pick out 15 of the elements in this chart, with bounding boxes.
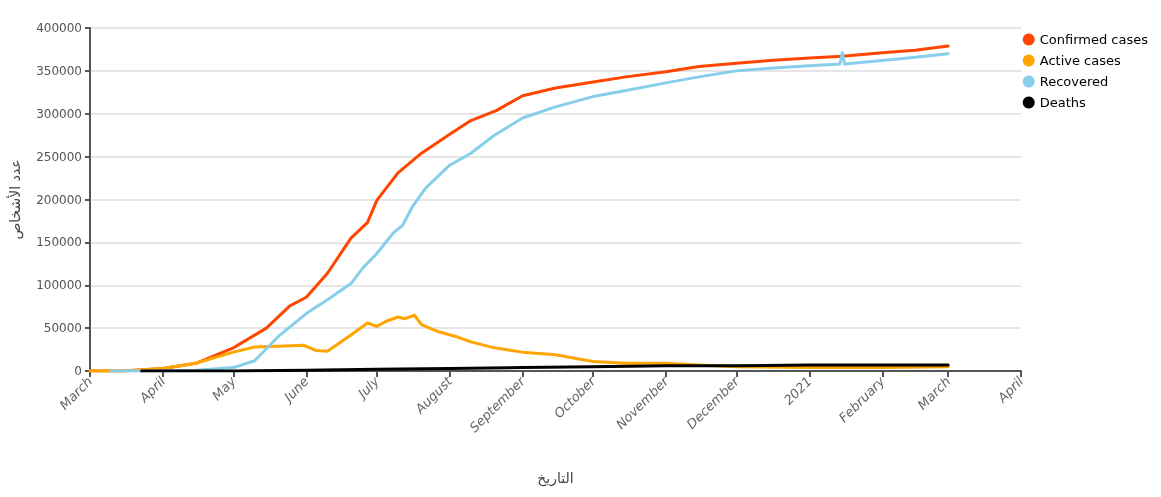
legend-label: Active cases — [1039, 53, 1121, 68]
y-tick-label: 0 — [74, 364, 82, 378]
y-tick-label: 150000 — [36, 235, 82, 250]
legend-label: Recovered — [1039, 74, 1109, 89]
y-tick-label: 300000 — [36, 106, 82, 121]
y-tick-label: 200000 — [36, 192, 82, 207]
y-tick-label: 100000 — [36, 278, 82, 293]
y-tick-label: 250000 — [36, 149, 82, 164]
y-tick-label: 350000 — [36, 63, 82, 78]
legend-label: Deaths — [1039, 95, 1087, 110]
y-tick-label: 400000 — [36, 21, 82, 35]
x-axis-title: التاريخ — [537, 470, 574, 487]
legend-label: Confirmed cases — [1039, 32, 1149, 47]
y-axis-title: عدد الأشخاص — [6, 159, 24, 240]
y-tick-label: 50000 — [43, 321, 82, 336]
